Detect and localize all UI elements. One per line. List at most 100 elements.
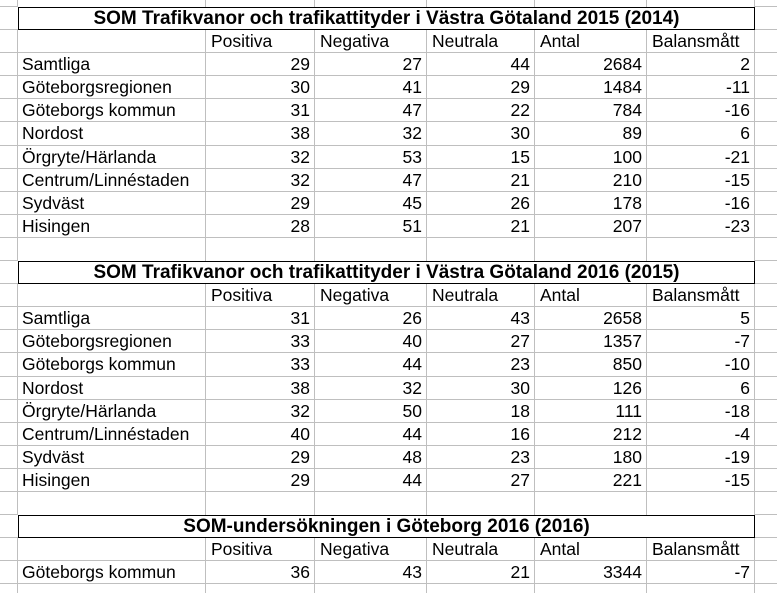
value-cell[interactable]: -21 (647, 145, 755, 169)
value-cell[interactable]: 21 (427, 168, 535, 192)
value-cell[interactable]: 6 (647, 122, 755, 146)
value-cell[interactable]: 89 (535, 122, 647, 146)
value-cell[interactable]: 29 (206, 191, 315, 215)
column-header-antal[interactable]: Antal (535, 30, 647, 54)
value-cell[interactable]: 30 (206, 76, 315, 100)
value-cell[interactable]: 30 (427, 122, 535, 146)
value-cell[interactable]: 1357 (535, 330, 647, 354)
value-cell[interactable]: 23 (427, 445, 535, 469)
value-cell[interactable]: -15 (647, 468, 755, 492)
row-label-cell[interactable]: Hisingen (18, 468, 206, 492)
value-cell[interactable]: 26 (427, 191, 535, 215)
value-cell[interactable]: -11 (647, 76, 755, 100)
table-title[interactable]: SOM Trafikvanor och trafikattityder i Vä… (18, 7, 755, 31)
value-cell[interactable]: 1484 (535, 76, 647, 100)
value-cell[interactable]: 29 (206, 468, 315, 492)
value-cell[interactable]: 43 (315, 561, 427, 585)
row-label-cell[interactable]: Hisingen (18, 214, 206, 238)
value-cell[interactable]: 32 (206, 399, 315, 423)
table-title[interactable]: SOM Trafikvanor och trafikattityder i Vä… (18, 261, 755, 285)
value-cell[interactable]: 40 (315, 330, 427, 354)
value-cell[interactable]: 44 (315, 422, 427, 446)
value-cell[interactable]: 111 (535, 399, 647, 423)
value-cell[interactable]: -4 (647, 422, 755, 446)
row-label-cell[interactable]: Göteborgs kommun (18, 561, 206, 585)
column-header-negativa[interactable]: Negativa (315, 538, 427, 562)
row-label-cell[interactable]: Göteborgs kommun (18, 99, 206, 123)
value-cell[interactable]: 3344 (535, 561, 647, 585)
column-header-positiva[interactable]: Positiva (206, 30, 315, 54)
value-cell[interactable]: 29 (206, 445, 315, 469)
value-cell[interactable]: 30 (427, 376, 535, 400)
value-cell[interactable]: 33 (206, 353, 315, 377)
value-cell[interactable]: 29 (427, 76, 535, 100)
row-label-cell[interactable]: Örgryte/Härlanda (18, 145, 206, 169)
value-cell[interactable]: 27 (315, 53, 427, 77)
value-cell[interactable]: 50 (315, 399, 427, 423)
value-cell[interactable]: 41 (315, 76, 427, 100)
value-cell[interactable]: 27 (427, 330, 535, 354)
value-cell[interactable]: 221 (535, 468, 647, 492)
value-cell[interactable]: 48 (315, 445, 427, 469)
value-cell[interactable]: 28 (206, 214, 315, 238)
value-cell[interactable]: 100 (535, 145, 647, 169)
value-cell[interactable]: 32 (206, 145, 315, 169)
value-cell[interactable]: -16 (647, 99, 755, 123)
column-header-positiva[interactable]: Positiva (206, 538, 315, 562)
column-header-balansmatt[interactable]: Balansmått (647, 30, 755, 54)
value-cell[interactable]: 38 (206, 122, 315, 146)
value-cell[interactable]: 126 (535, 376, 647, 400)
row-label-cell[interactable]: Nordost (18, 122, 206, 146)
value-cell[interactable]: 45 (315, 191, 427, 215)
value-cell[interactable]: 27 (427, 468, 535, 492)
row-label-cell[interactable]: Samtliga (18, 307, 206, 331)
value-cell[interactable]: 784 (535, 99, 647, 123)
value-cell[interactable]: -10 (647, 353, 755, 377)
value-cell[interactable]: 15 (427, 145, 535, 169)
value-cell[interactable]: 38 (206, 376, 315, 400)
value-cell[interactable]: -16 (647, 191, 755, 215)
value-cell[interactable]: 44 (315, 353, 427, 377)
value-cell[interactable]: 2 (647, 53, 755, 77)
column-header-antal[interactable]: Antal (535, 284, 647, 308)
value-cell[interactable]: -23 (647, 214, 755, 238)
value-cell[interactable]: 21 (427, 561, 535, 585)
row-label-cell[interactable]: Göteborgs kommun (18, 353, 206, 377)
row-label-cell[interactable]: Göteborgsregionen (18, 330, 206, 354)
table-title[interactable]: SOM-undersökningen i Göteborg 2016 (2016… (18, 515, 755, 539)
value-cell[interactable]: 212 (535, 422, 647, 446)
value-cell[interactable]: 47 (315, 168, 427, 192)
column-header-neutrala[interactable]: Neutrala (427, 538, 535, 562)
value-cell[interactable]: 44 (427, 53, 535, 77)
value-cell[interactable]: -15 (647, 168, 755, 192)
value-cell[interactable]: 180 (535, 445, 647, 469)
value-cell[interactable]: 47 (315, 99, 427, 123)
row-label-cell[interactable]: Centrum/Linnéstaden (18, 168, 206, 192)
value-cell[interactable]: 53 (315, 145, 427, 169)
value-cell[interactable]: -19 (647, 445, 755, 469)
value-cell[interactable]: 51 (315, 214, 427, 238)
value-cell[interactable]: 210 (535, 168, 647, 192)
value-cell[interactable]: 40 (206, 422, 315, 446)
value-cell[interactable]: 44 (315, 468, 427, 492)
value-cell[interactable]: 36 (206, 561, 315, 585)
value-cell[interactable]: -7 (647, 561, 755, 585)
value-cell[interactable]: 21 (427, 214, 535, 238)
row-label-cell[interactable]: Nordost (18, 376, 206, 400)
value-cell[interactable]: 31 (206, 99, 315, 123)
value-cell[interactable]: 26 (315, 307, 427, 331)
row-label-cell[interactable]: Göteborgsregionen (18, 76, 206, 100)
row-label-cell[interactable]: Örgryte/Härlanda (18, 399, 206, 423)
value-cell[interactable]: 32 (315, 376, 427, 400)
value-cell[interactable]: 2684 (535, 53, 647, 77)
value-cell[interactable]: 207 (535, 214, 647, 238)
column-header-antal[interactable]: Antal (535, 538, 647, 562)
value-cell[interactable]: 6 (647, 376, 755, 400)
row-label-cell[interactable]: Sydväst (18, 191, 206, 215)
value-cell[interactable]: 29 (206, 53, 315, 77)
column-header-balansmatt[interactable]: Balansmått (647, 284, 755, 308)
value-cell[interactable]: 850 (535, 353, 647, 377)
column-header-negativa[interactable]: Negativa (315, 30, 427, 54)
value-cell[interactable]: -7 (647, 330, 755, 354)
column-header-neutrala[interactable]: Neutrala (427, 284, 535, 308)
